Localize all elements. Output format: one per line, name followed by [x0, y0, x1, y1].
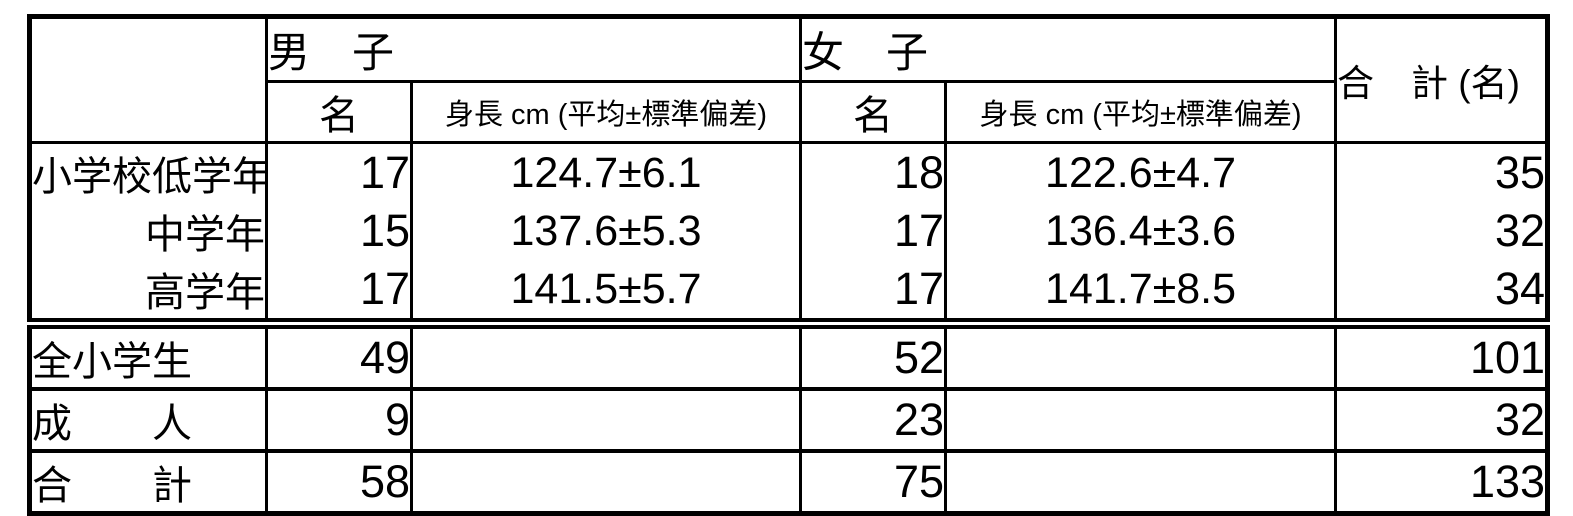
total-cell: 32	[1334, 202, 1550, 260]
corner-empty-cell	[28, 15, 268, 144]
female-count-cell: 17	[799, 202, 948, 260]
female-count-header: 名	[799, 80, 948, 144]
male-count-cell: 49	[265, 321, 413, 391]
row-label: 成 人	[28, 387, 268, 453]
female-count-cell: 52	[799, 321, 948, 391]
empty-cell	[944, 449, 1338, 516]
total-cell: 32	[1334, 387, 1550, 453]
male-height-cell: 141.5±5.7	[409, 260, 803, 329]
female-count-cell: 75	[799, 449, 948, 516]
table-row-all-elementary: 全小学生 49 52 101	[28, 321, 1550, 391]
female-count-cell: 17	[799, 260, 948, 329]
row-label: 高学年	[28, 260, 268, 329]
participants-table-container: 男 子 女 子 合 計 (名) 名 身長 cm (平均±標準偏差) 名 身長 c…	[27, 14, 1551, 516]
male-height-cell: 124.7±6.1	[409, 142, 803, 202]
female-height-header: 身長 cm (平均±標準偏差)	[944, 80, 1338, 144]
male-count-cell: 17	[265, 260, 413, 329]
male-count-cell: 58	[265, 449, 413, 516]
female-height-cell: 141.7±8.5	[944, 260, 1338, 329]
male-count-cell: 9	[265, 387, 413, 453]
row-label: 全小学生	[28, 321, 268, 391]
female-count-cell: 18	[799, 142, 948, 202]
male-height-header: 身長 cm (平均±標準偏差)	[409, 80, 803, 144]
total-cell: 101	[1334, 321, 1550, 391]
female-height-cell: 136.4±3.6	[944, 202, 1338, 260]
empty-cell	[409, 387, 803, 453]
male-count-header: 名	[265, 80, 413, 144]
row-label: 中学年	[28, 202, 268, 260]
total-column-header: 合 計 (名)	[1334, 15, 1550, 144]
header-row-measures: 名 身長 cm (平均±標準偏差) 名 身長 cm (平均±標準偏差)	[30, 80, 1548, 144]
header-row-groups: 男 子 女 子 合 計 (名)	[28, 15, 1550, 144]
empty-cell	[944, 321, 1338, 391]
participants-table: 男 子 女 子 合 計 (名) 名 身長 cm (平均±標準偏差) 名 身長 c…	[27, 14, 1551, 516]
table-row-elementary-upper: 高学年 17 141.5±5.7 17 141.7±8.5 34	[28, 260, 1550, 329]
male-group-header: 男 子	[264, 15, 803, 83]
male-count-cell: 17	[265, 142, 413, 202]
table-row-grand-total: 合 計 58 75 133	[28, 449, 1550, 516]
table-row-elementary-middle: 中学年 15 137.6±5.3 17 136.4±3.6 32	[28, 202, 1550, 260]
female-group-header: 女 子	[799, 15, 1338, 83]
empty-cell	[409, 321, 803, 391]
female-count-cell: 23	[799, 387, 948, 453]
male-height-cell: 137.6±5.3	[409, 202, 803, 260]
male-count-cell: 15	[265, 202, 413, 260]
empty-cell	[944, 387, 1338, 453]
table-row-elementary-lower: 小学校低学年 17 124.7±6.1 18 122.6±4.7 35	[28, 142, 1550, 202]
total-cell: 133	[1334, 449, 1550, 516]
total-cell: 35	[1334, 142, 1550, 202]
row-label: 合 計	[28, 449, 268, 516]
row-label: 小学校低学年	[28, 142, 268, 202]
total-cell: 34	[1334, 260, 1550, 329]
female-height-cell: 122.6±4.7	[944, 142, 1338, 202]
table-row-adults: 成 人 9 23 32	[28, 387, 1550, 453]
empty-cell	[409, 449, 803, 516]
